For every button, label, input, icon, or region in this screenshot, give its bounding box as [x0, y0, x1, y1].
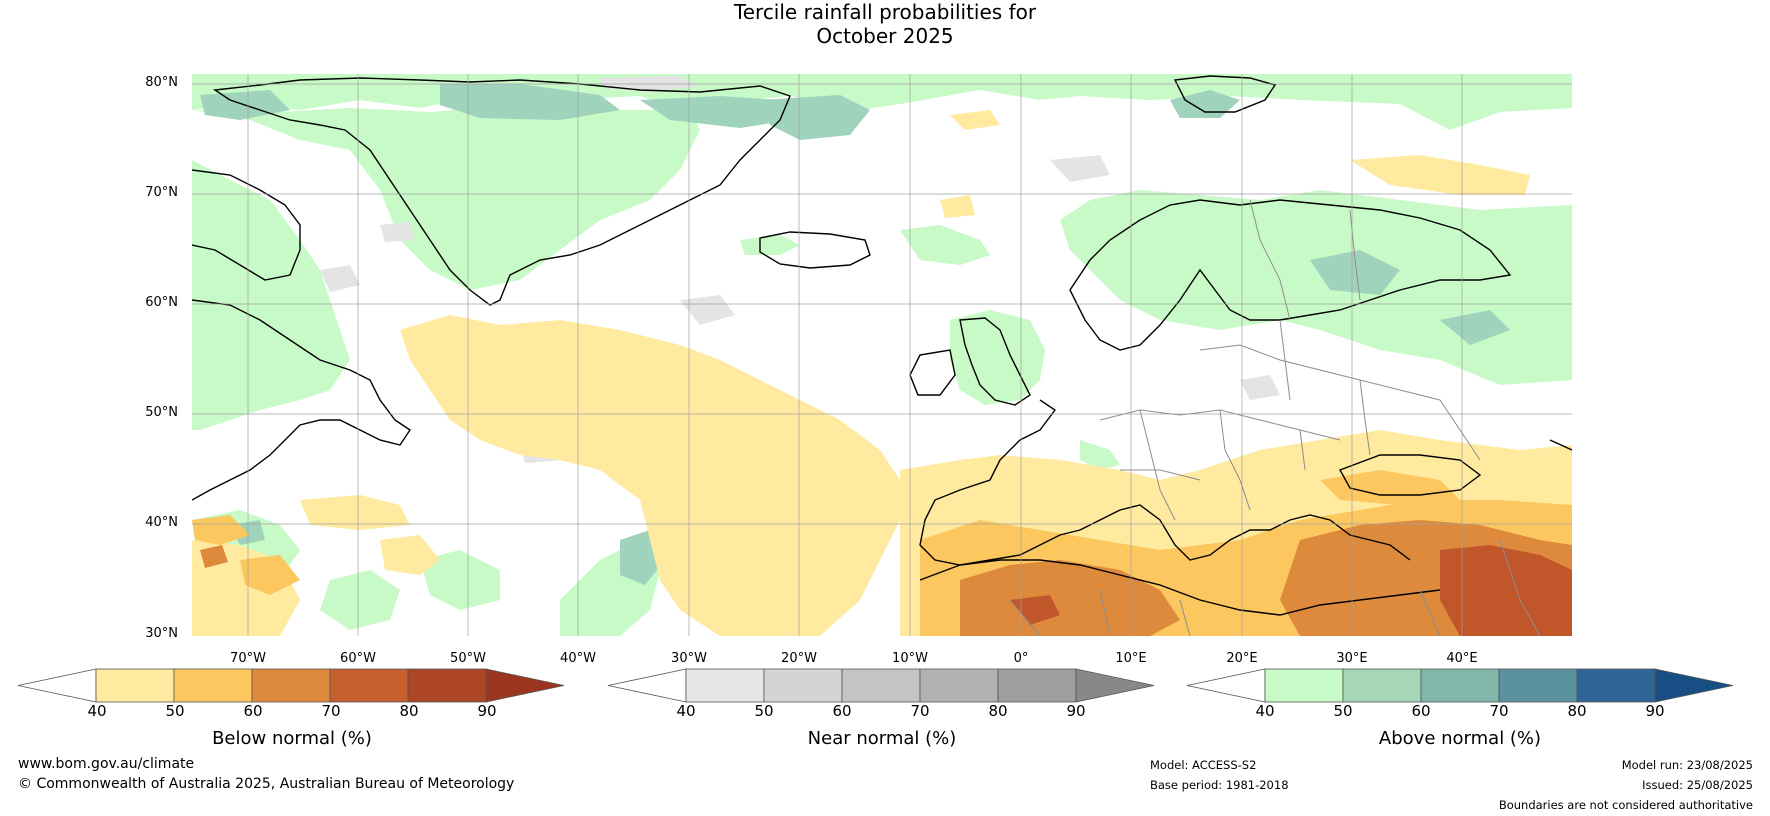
lon-label-40e: 40°E — [1446, 651, 1478, 666]
colorbars — [17, 668, 1734, 703]
above-colorbar-high-extend — [1654, 668, 1734, 703]
below-colorbar-segment — [95, 668, 175, 703]
below-tick-80: 80 — [399, 702, 419, 720]
above-colorbar-segment — [1498, 668, 1578, 703]
above-tick-50: 50 — [1333, 702, 1353, 720]
below-tick-60: 60 — [243, 702, 263, 720]
near-colorbar-label: Near normal (%) — [807, 728, 957, 749]
below-colorbar-low-extend — [17, 668, 97, 703]
lon-label-20w: 20°W — [781, 651, 817, 666]
above-colorbar-label: Above normal (%) — [1378, 728, 1542, 749]
below-normal-max-regions — [1010, 545, 1572, 636]
above-tick-60: 60 — [1411, 702, 1431, 720]
near-tick-60: 60 — [832, 702, 852, 720]
lon-label-30e: 30°E — [1336, 651, 1368, 666]
below-tick-50: 50 — [165, 702, 185, 720]
above-normal-regions — [192, 74, 1572, 636]
below-colorbar — [17, 668, 565, 703]
lat-label-30n: 30°N — [145, 626, 178, 641]
lon-label-50w: 50°W — [450, 651, 486, 666]
near-tick-70: 70 — [910, 702, 930, 720]
title-line-2: October 2025 — [816, 24, 954, 48]
above-colorbar-segment — [1420, 668, 1500, 703]
below-tick-40: 40 — [87, 702, 107, 720]
above-colorbar-segment — [1264, 668, 1344, 703]
lon-label-30w: 30°W — [671, 651, 707, 666]
above-colorbar-segment — [1342, 668, 1422, 703]
above-tick-40: 40 — [1255, 702, 1275, 720]
near-colorbar-segment — [841, 668, 921, 703]
chart-title: Tercile rainfall probabilities for Octob… — [0, 0, 1770, 48]
near-colorbar-segment — [685, 668, 765, 703]
below-colorbar-segment — [251, 668, 331, 703]
below-colorbar-segment — [173, 668, 253, 703]
near-tick-90: 90 — [1066, 702, 1086, 720]
lat-label-40n: 40°N — [145, 515, 178, 530]
graticule — [192, 74, 1572, 636]
lat-label-70n: 70°N — [145, 185, 178, 200]
map-fill-layer — [192, 74, 1572, 636]
footer-disclaimer: Boundaries are not considered authoritat… — [1498, 798, 1753, 812]
below-colorbar-segment — [329, 668, 409, 703]
below-colorbar-segment — [407, 668, 487, 703]
near-colorbar-low-extend — [607, 668, 687, 703]
lat-label-60n: 60°N — [145, 295, 178, 310]
above-tick-80: 80 — [1567, 702, 1587, 720]
below-tick-90: 90 — [477, 702, 497, 720]
lon-label-70w: 70°W — [230, 651, 266, 666]
lon-label-60w: 60°W — [340, 651, 376, 666]
above-tick-70: 70 — [1489, 702, 1509, 720]
country-borders — [1009, 199, 1541, 636]
lon-label-10w: 10°W — [892, 651, 928, 666]
near-tick-80: 80 — [988, 702, 1008, 720]
lon-label-10e: 10°E — [1115, 651, 1147, 666]
lat-label-50n: 50°N — [145, 405, 178, 420]
near-colorbar-segment — [763, 668, 843, 703]
above-colorbar-low-extend — [1186, 668, 1266, 703]
above-colorbar — [1186, 668, 1734, 703]
below-colorbar-high-extend — [485, 668, 565, 703]
footer-site-link[interactable]: www.bom.gov.au/climate — [18, 756, 195, 772]
above-colorbar-segment — [1576, 668, 1656, 703]
near-colorbar-segment — [997, 668, 1077, 703]
lat-label-80n: 80°N — [145, 75, 178, 90]
footer-model-run: Model run: 23/08/2025 — [1621, 758, 1753, 772]
near-tick-50: 50 — [754, 702, 774, 720]
above-tick-90: 90 — [1645, 702, 1665, 720]
lon-label-0: 0° — [1013, 651, 1029, 666]
title-line-1: Tercile rainfall probabilities for — [733, 0, 1037, 24]
below-colorbar-label: Below normal (%) — [212, 728, 372, 749]
below-tick-70: 70 — [321, 702, 341, 720]
footer-issued: Issued: 25/08/2025 — [1642, 778, 1753, 792]
near-colorbar — [607, 668, 1155, 703]
footer-model: Model: ACCESS-S2 — [1150, 758, 1257, 772]
near-tick-40: 40 — [676, 702, 696, 720]
footer-copyright: © Commonwealth of Australia 2025, Austra… — [18, 776, 515, 792]
near-colorbar-high-extend — [1075, 668, 1155, 703]
lon-label-40w: 40°W — [560, 651, 596, 666]
footer-base-period: Base period: 1981-2018 — [1150, 778, 1289, 792]
coastlines — [192, 75, 1572, 616]
near-colorbar-segment — [919, 668, 999, 703]
lon-label-20e: 20°E — [1226, 651, 1258, 666]
